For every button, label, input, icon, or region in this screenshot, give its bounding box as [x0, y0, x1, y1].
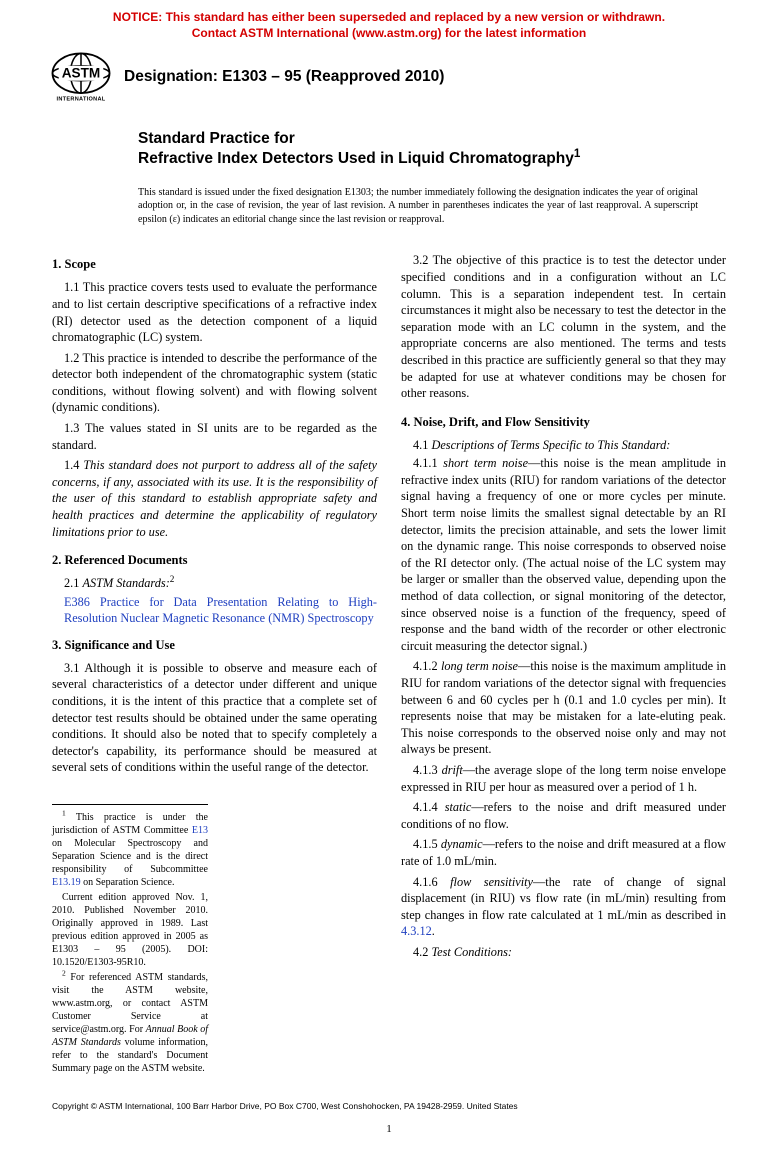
- heading-noise: 4. Noise, Drift, and Flow Sensitivity: [401, 414, 726, 431]
- t415-num: 4.1.5: [413, 837, 441, 851]
- title-pre: Standard Practice for: [138, 129, 718, 148]
- fn1-link-e1319[interactable]: E13.19: [52, 877, 81, 888]
- svg-text:ASTM: ASTM: [62, 66, 101, 81]
- astm-sup: 2: [170, 574, 175, 584]
- para-1-1: 1.1 This practice covers tests used to e…: [52, 279, 377, 345]
- footnotes: 1 This practice is under the jurisdictio…: [52, 804, 208, 1075]
- svg-text:INTERNATIONAL: INTERNATIONAL: [56, 97, 105, 103]
- term-4-1-3: 4.1.3 drift—the average slope of the lon…: [401, 762, 726, 795]
- footnote-1b: Current edition approved Nov. 1, 2010. P…: [52, 891, 208, 969]
- ref-e386-text[interactable]: Practice for Data Presentation Relating …: [64, 595, 377, 626]
- title-block: Standard Practice for Refractive Index D…: [0, 111, 778, 174]
- para-1-4-body: This standard does not purport to addres…: [52, 458, 377, 538]
- designation: Designation: E1303 – 95 (Reapproved 2010…: [124, 67, 444, 88]
- fn1-link-e13[interactable]: E13: [192, 825, 208, 836]
- t416-link[interactable]: 4.3.12: [401, 924, 432, 938]
- fn1-post: on Separation Science.: [81, 877, 175, 888]
- term-4-1-2: 4.1.2 long term noise—this noise is the …: [401, 658, 726, 758]
- left-column: 1. Scope 1.1 This practice covers tests …: [52, 252, 377, 1076]
- para-1-4: 1.4 This standard does not purport to ad…: [52, 457, 377, 540]
- para-4-2: 4.2 Test Conditions:: [401, 944, 726, 961]
- notice-line2: Contact ASTM International (www.astm.org…: [192, 26, 586, 40]
- term-4-1-4: 4.1.4 static—refers to the noise and dri…: [401, 799, 726, 832]
- term-4-1-6: 4.1.6 flow sensitivity—the rate of chang…: [401, 874, 726, 940]
- title-sup: 1: [574, 146, 580, 159]
- ref-e386-code[interactable]: E386: [64, 595, 90, 609]
- notice-line1: NOTICE: This standard has either been su…: [113, 10, 665, 24]
- t411-body: —this noise is the mean amplitude in ref…: [401, 456, 726, 653]
- heading-refs: 2. Referenced Documents: [52, 552, 377, 569]
- header: ASTM INTERNATIONAL Designation: E1303 – …: [0, 47, 778, 111]
- t411-num: 4.1.1: [413, 456, 443, 470]
- copyright-line: Copyright © ASTM International, 100 Barr…: [0, 1085, 778, 1118]
- para-1-3: 1.3 The values stated in SI units are to…: [52, 420, 377, 453]
- notice-banner: NOTICE: This standard has either been su…: [0, 0, 778, 47]
- t416-post: .: [432, 924, 435, 938]
- para-3-2: 3.2 The objective of this practice is to…: [401, 252, 726, 401]
- footnote-2: 2 For referenced ASTM standards, visit t…: [52, 971, 208, 1075]
- para-1-2: 1.2 This practice is intended to describ…: [52, 350, 377, 416]
- t414-term: static: [445, 800, 472, 814]
- astm-num: 2.1: [64, 576, 82, 590]
- heading-significance: 3. Significance and Use: [52, 637, 377, 654]
- t416-term: flow sensitivity: [450, 875, 533, 889]
- right-column: 3.2 The objective of this practice is to…: [401, 252, 726, 1076]
- t413-term: drift: [442, 763, 463, 777]
- term-4-1-1: 4.1.1 short term noise—this noise is the…: [401, 455, 726, 654]
- footnote-1: 1 This practice is under the jurisdictio…: [52, 811, 208, 889]
- t412-term: long term noise: [441, 659, 518, 673]
- astm-logo: ASTM INTERNATIONAL: [50, 51, 112, 103]
- title-main: Refractive Index Detectors Used in Liqui…: [138, 149, 718, 168]
- fn1-mid: on Molecular Spectroscopy and Separation…: [52, 838, 208, 875]
- body-columns: 1. Scope 1.1 This practice covers tests …: [0, 238, 778, 1084]
- astm-standards-line: 2.1 ASTM Standards:2: [52, 575, 377, 592]
- t412-num: 4.1.2: [413, 659, 441, 673]
- term-4-1-5: 4.1.5 dynamic—refers to the noise and dr…: [401, 836, 726, 869]
- para-4-1: 4.1 Descriptions of Terms Specific to Th…: [401, 437, 726, 454]
- fn1-pre: This practice is under the jurisdiction …: [52, 812, 208, 836]
- issue-note: This standard is issued under the fixed …: [0, 174, 778, 239]
- t414-num: 4.1.4: [413, 800, 445, 814]
- title-main-text: Refractive Index Detectors Used in Liqui…: [138, 150, 574, 167]
- t416-num: 4.1.6: [413, 875, 450, 889]
- para-3-1: 3.1 Although it is possible to observe a…: [52, 660, 377, 776]
- page-number: 1: [0, 1118, 778, 1151]
- t413-num: 4.1.3: [413, 763, 442, 777]
- t412-body: —this noise is the maximum amplitude in …: [401, 659, 726, 756]
- ref-e386: E386 Practice for Data Presentation Rela…: [52, 594, 377, 627]
- t415-term: dynamic: [441, 837, 483, 851]
- heading-scope: 1. Scope: [52, 256, 377, 273]
- astm-standards-label: ASTM Standards:: [82, 576, 169, 590]
- t411-term: short term noise: [443, 456, 528, 470]
